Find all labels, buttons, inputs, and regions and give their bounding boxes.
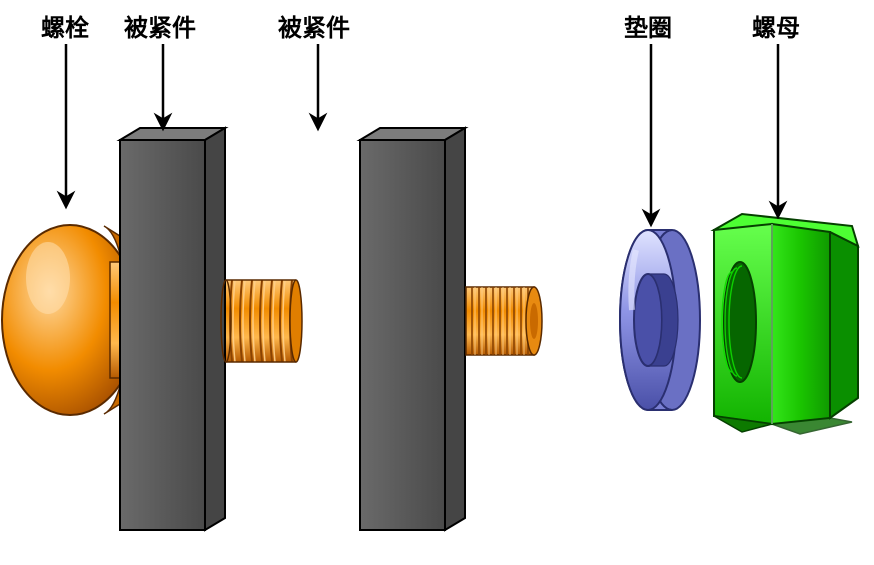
label-bolt: 螺栓: [41, 8, 89, 43]
label-plate1: 被紧件: [124, 8, 196, 43]
clamped-plate-1: [120, 128, 225, 530]
hex-nut: [714, 214, 858, 434]
washer: [620, 230, 700, 410]
diagram-stage: 螺栓 被紧件 被紧件 垫圈 螺母: [0, 0, 874, 565]
label-nut: 螺母: [752, 8, 800, 43]
bolt-thread-mid: [221, 280, 302, 362]
clamped-plate-2: [360, 128, 465, 530]
label-washer: 垫圈: [624, 8, 672, 43]
scene-svg: [0, 0, 874, 565]
label-plate2: 被紧件: [278, 8, 350, 43]
bolt-end-stub: [466, 287, 542, 355]
